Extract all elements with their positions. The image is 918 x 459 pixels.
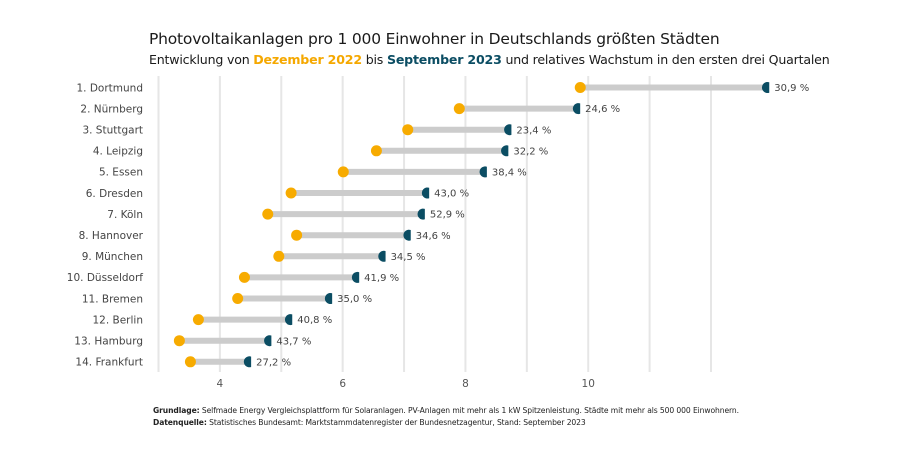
category-label: 3. Stuttgart [82, 125, 143, 137]
end-point [761, 82, 770, 94]
end-point [403, 229, 411, 241]
footer-basis-text: Selfmade Energy Vergleichsplattform für … [199, 406, 739, 415]
footer-source-text: Statistisches Bundesamt: Marktstammdaten… [206, 418, 586, 427]
start-point [337, 166, 349, 178]
category-label: 6. Dresden [86, 188, 143, 200]
growth-label: 32,2 % [513, 146, 548, 157]
end-point [417, 208, 425, 220]
start-point [184, 356, 196, 368]
growth-label: 35,0 % [337, 294, 372, 305]
footer-source-label: Datenquelle: [153, 418, 207, 427]
chart-title: Photovoltaikanlagen pro 1 000 Einwohner … [149, 30, 720, 48]
footer-basis-label: Grundlage: [153, 406, 200, 415]
data-marks: 30,9 % 24,6 % 23,4 % 32,2 % 38,4 % 43,0 % 52,9… [173, 82, 809, 368]
category-label: 12. Berlin [92, 314, 143, 326]
category-label: 13. Hamburg [74, 336, 143, 348]
growth-label: 24,6 % [585, 104, 620, 115]
end-point [264, 335, 272, 347]
growth-label: 41,9 % [364, 273, 399, 284]
growth-label: 34,5 % [391, 252, 426, 263]
end-point [324, 293, 333, 304]
start-point [291, 229, 303, 241]
start-point [238, 271, 250, 283]
end-point [243, 356, 252, 368]
gridlines [157, 76, 712, 372]
growth-label: 34,6 % [416, 231, 451, 242]
category-label: 1. Dortmund [76, 82, 143, 94]
growth-label: 23,4 % [516, 125, 551, 136]
category-label: 5. Essen [99, 167, 143, 179]
x-tick-label: 4 [217, 378, 224, 390]
category-label: 7. Köln [107, 209, 143, 221]
start-point [262, 208, 274, 220]
x-tick-label: 6 [339, 378, 346, 390]
growth-label: 27,2 % [256, 357, 291, 368]
growth-label: 52,9 % [430, 210, 465, 221]
growth-label: 30,9 % [774, 83, 809, 94]
category-label: 2. Nürnberg [80, 103, 143, 115]
start-point [402, 124, 414, 136]
growth-label: 43,7 % [276, 336, 311, 347]
subtitle-start-label: Dezember 2022 [253, 52, 362, 67]
growth-label: 38,4 % [492, 168, 527, 179]
category-labels: 1. Dortmund 2. Nürnberg 3. Stuttgart 4. Lei… [67, 82, 144, 368]
footer-basis: Grundlage: Selfmade Energy Vergleichspla… [153, 406, 739, 415]
end-point [284, 314, 293, 326]
category-label: 9. München [82, 251, 143, 263]
category-label: 10. Düsseldorf [67, 272, 144, 284]
x-tick-label: 8 [462, 378, 469, 390]
start-point [453, 103, 465, 115]
end-point [378, 250, 386, 262]
subtitle-prefix: Entwicklung von [149, 52, 254, 67]
dumbbell-chart: 4 6 8 10 1. Dortmund 2. Nürnberg 3. Stuttgart… [67, 76, 809, 390]
end-point [351, 271, 360, 283]
x-axis-ticks: 4 6 8 10 [217, 378, 595, 390]
category-label: 11. Bremen [82, 293, 143, 305]
start-point [173, 335, 185, 347]
category-label: 4. Leipzig [93, 146, 143, 158]
start-point [285, 187, 297, 199]
end-point [504, 124, 512, 136]
subtitle-middle: bis [361, 52, 387, 67]
end-point [572, 103, 581, 115]
end-point [501, 145, 509, 157]
end-point [479, 166, 487, 178]
start-point [574, 82, 586, 93]
subtitle-suffix: und relatives Wachstum in den ersten dre… [501, 52, 830, 67]
start-point [192, 314, 204, 326]
growth-label: 40,8 % [297, 315, 332, 326]
category-label: 14. Frankfurt [75, 357, 143, 369]
subtitle-end-label: September 2023 [386, 52, 502, 67]
x-tick-label: 10 [582, 378, 595, 390]
chart-subtitle: Entwicklung von Dezember 2022 bis Septem… [149, 52, 830, 67]
category-label: 8. Hannover [79, 230, 144, 242]
start-point [370, 145, 382, 157]
end-point [421, 187, 430, 199]
footer-source: Datenquelle: Statistisches Bundesamt: Ma… [153, 418, 586, 427]
start-point [232, 293, 244, 304]
start-point [273, 250, 285, 262]
growth-label: 43,0 % [434, 189, 469, 200]
